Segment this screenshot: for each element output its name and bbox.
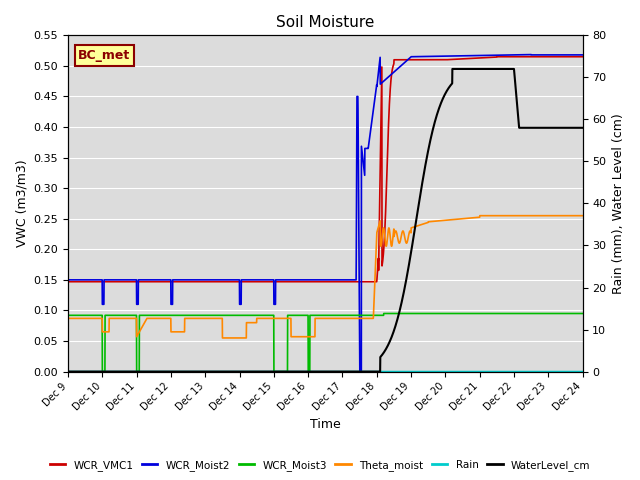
- WCR_Moist3: [579, 311, 586, 316]
- WaterLevel_cm: [569, 125, 577, 131]
- WCR_VMC1: [123, 279, 131, 285]
- WCR_VMC1: [579, 54, 586, 60]
- Theta_moist: [579, 213, 586, 218]
- WaterLevel_cm: [513, 103, 521, 109]
- WCR_Moist2: [569, 52, 577, 58]
- WCR_Moist3: [99, 369, 106, 374]
- Line: WaterLevel_cm: WaterLevel_cm: [68, 69, 582, 372]
- Theta_moist: [569, 213, 577, 218]
- Rain: [284, 369, 291, 374]
- Rain: [579, 369, 586, 374]
- WCR_Moist3: [513, 311, 521, 316]
- Theta_moist: [154, 315, 161, 321]
- WCR_Moist2: [64, 277, 72, 283]
- WaterLevel_cm: [284, 369, 291, 374]
- WCR_Moist3: [380, 311, 388, 316]
- Rain: [262, 369, 269, 374]
- WCR_Moist3: [154, 312, 161, 318]
- Line: WCR_Moist3: WCR_Moist3: [68, 313, 582, 372]
- WCR_Moist3: [123, 312, 131, 318]
- WCR_VMC1: [493, 54, 501, 60]
- Rain: [154, 369, 161, 374]
- Theta_moist: [513, 213, 521, 218]
- WCR_Moist3: [569, 311, 577, 316]
- Y-axis label: Rain (mm), Water Level (cm): Rain (mm), Water Level (cm): [612, 113, 625, 294]
- Line: WCR_Moist2: WCR_Moist2: [68, 55, 582, 480]
- Theta_moist: [284, 315, 292, 321]
- Theta_moist: [476, 213, 484, 218]
- WCR_VMC1: [154, 279, 161, 285]
- Rain: [513, 369, 521, 374]
- Theta_moist: [262, 315, 269, 321]
- Title: Soil Moisture: Soil Moisture: [276, 15, 374, 30]
- Rain: [569, 369, 577, 374]
- Text: BC_met: BC_met: [78, 49, 131, 62]
- WCR_Moist2: [513, 52, 521, 58]
- Theta_moist: [123, 315, 131, 321]
- WCR_Moist2: [579, 52, 586, 58]
- Line: Theta_moist: Theta_moist: [68, 216, 582, 338]
- WaterLevel_cm: [262, 369, 269, 374]
- WCR_Moist2: [284, 277, 291, 283]
- WaterLevel_cm: [123, 369, 131, 374]
- WCR_Moist2: [123, 277, 131, 283]
- WaterLevel_cm: [154, 369, 161, 374]
- WCR_Moist3: [284, 312, 292, 318]
- WaterLevel_cm: [64, 369, 72, 374]
- WCR_Moist3: [64, 312, 72, 318]
- WCR_VMC1: [262, 279, 269, 285]
- Legend: WCR_VMC1, WCR_Moist2, WCR_Moist3, Theta_moist, Rain, WaterLevel_cm: WCR_VMC1, WCR_Moist2, WCR_Moist3, Theta_…: [45, 456, 595, 475]
- Y-axis label: VWC (m3/m3): VWC (m3/m3): [15, 160, 28, 247]
- X-axis label: Time: Time: [310, 419, 340, 432]
- WCR_Moist2: [262, 277, 269, 283]
- WCR_Moist2: [527, 52, 535, 58]
- Theta_moist: [64, 315, 72, 321]
- WCR_Moist2: [154, 277, 161, 283]
- Line: WCR_VMC1: WCR_VMC1: [68, 57, 582, 282]
- WCR_Moist3: [262, 312, 269, 318]
- WaterLevel_cm: [579, 125, 586, 131]
- WCR_VMC1: [64, 279, 72, 285]
- Rain: [365, 369, 373, 374]
- WCR_VMC1: [284, 279, 291, 285]
- Theta_moist: [219, 335, 227, 341]
- Rain: [64, 369, 72, 374]
- Rain: [123, 369, 131, 374]
- WaterLevel_cm: [449, 66, 456, 72]
- WCR_VMC1: [513, 54, 521, 60]
- WCR_VMC1: [569, 54, 577, 60]
